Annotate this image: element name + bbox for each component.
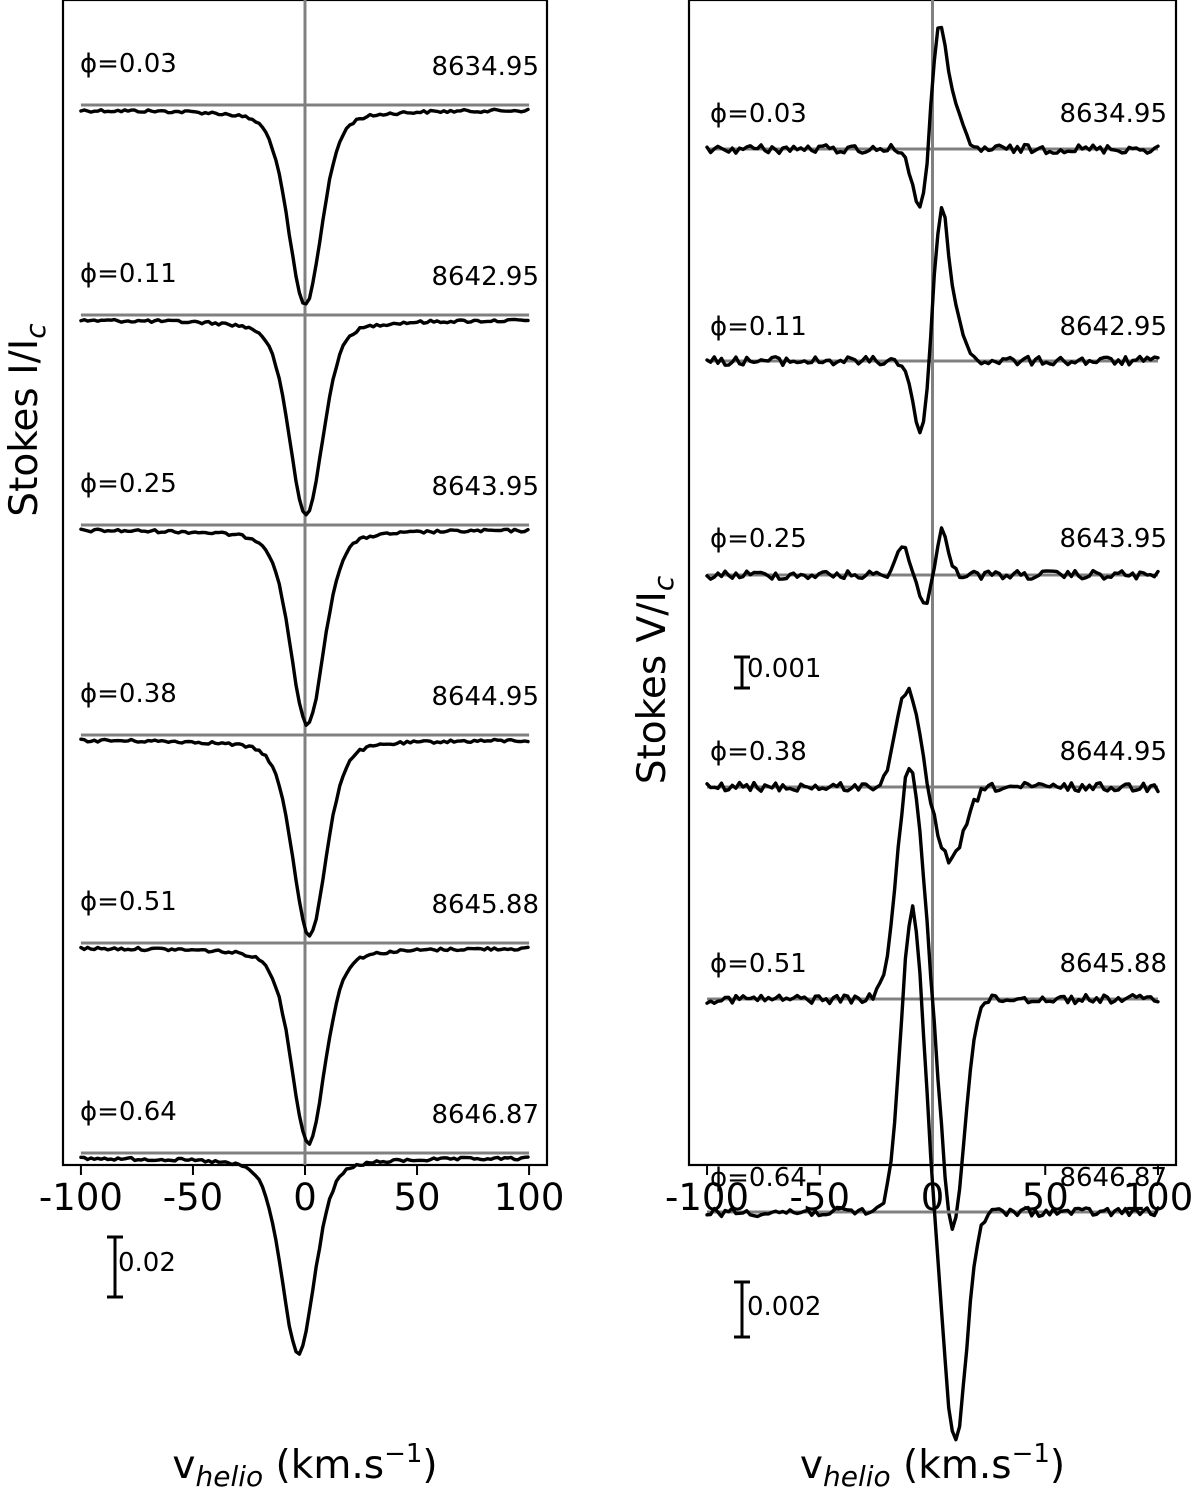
stokes-i-phase-1: ϕ=0.11 [80,259,177,289]
stokes-v-profile-2 [705,526,1160,605]
stokes-i-xtick-label-2: 0 [293,1176,317,1219]
stokes-v-phase-1: ϕ=0.11 [710,312,807,342]
stokes-v-phase-2: ϕ=0.25 [710,524,807,554]
stokes-i-panel: -100 -50 0 50 100 vhelio (km.s−1) Stokes I/Ic ϕ… [2,0,564,1491]
stokes-v-scale-label-1: 0.002 [747,1292,821,1322]
stokes-v-ylabel: Stokes V/Ic [630,575,680,784]
stokes-v-phase-3: ϕ=0.38 [710,737,807,767]
stokes-i-ylabel: Stokes I/Ic [2,323,52,517]
stokes-i-phase-3: ϕ=0.38 [80,679,177,709]
stokes-i-profile-3 [79,737,530,938]
stokes-i-date-4: 8645.88 [431,890,539,920]
stokes-i-scale-label: 0.02 [118,1248,176,1278]
stokes-i-date-2: 8643.95 [431,472,539,502]
stokes-v-scale-label-0: 0.001 [747,654,821,684]
stokes-i-phase-5: ϕ=0.64 [80,1097,177,1127]
stokes-v-date-1: 8642.95 [1059,312,1167,342]
stokes-i-phase-0: ϕ=0.03 [80,49,177,79]
stokes-v-profile-1 [705,206,1160,435]
stokes-i-phase-2: ϕ=0.25 [80,469,177,499]
stokes-v-phase-4: ϕ=0.51 [710,949,807,979]
stokes-v-xlabel: vhelio (km.s−1) [800,1439,1065,1491]
stokes-i-date-3: 8644.95 [431,682,539,712]
stokes-i-date-1: 8642.95 [431,262,539,292]
stokes-i-phase-4: ϕ=0.51 [80,887,177,917]
stokes-i-profile-5 [79,1155,530,1356]
stokes-v-profile-4 [705,767,1160,1231]
stokes-i-profile-4 [79,945,530,1146]
stokes-i-xtick-label-1: -50 [163,1176,223,1219]
stokes-v-date-4: 8645.88 [1059,949,1167,979]
stokes-i-profile-0 [79,107,530,306]
stokes-i-xtick-label-4: 100 [494,1176,565,1219]
stokes-v-date-5: 8646.87 [1059,1163,1167,1193]
stokes-v-profile-3 [705,686,1160,865]
stokes-v-date-2: 8643.95 [1059,524,1167,554]
stokes-i-xlabel: vhelio (km.s−1) [172,1439,437,1491]
stokes-v-date-0: 8634.95 [1059,99,1167,129]
stokes-v-phase-0: ϕ=0.03 [710,99,807,129]
stokes-v-date-3: 8644.95 [1059,737,1167,767]
stokes-v-phase-5: ϕ=0.64 [710,1163,807,1193]
stokes-i-date-0: 8634.95 [431,52,539,82]
stokes-i-xtick-label-3: 50 [393,1176,440,1219]
stokes-i-profile-2 [79,527,530,727]
stokes-i-xtick-label-0: -100 [39,1176,123,1219]
stokes-v-profile-5 [705,904,1160,1442]
stokes-i-date-5: 8646.87 [431,1100,539,1130]
stokes-i-profile-1 [79,317,530,517]
stokes-v-profile-0 [705,25,1160,209]
